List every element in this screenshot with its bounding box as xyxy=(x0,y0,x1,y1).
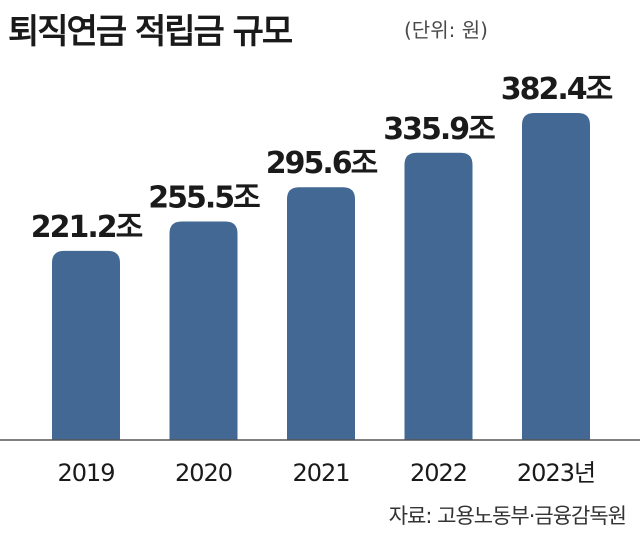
bar-2023년 xyxy=(522,113,590,440)
bar-2020 xyxy=(169,221,238,440)
source-note: 자료: 고용노동부·금융감독원 xyxy=(388,504,627,528)
category-label: 2023년 xyxy=(517,459,595,487)
category-label: 2020 xyxy=(175,459,232,487)
value-label: 255.5조 xyxy=(148,181,260,216)
unit-note: (단위: 원) xyxy=(404,18,488,42)
value-label: 295.6조 xyxy=(266,146,378,181)
chart-title: 퇴직연금 적립금 규모 xyxy=(8,12,293,52)
value-label: 382.4조 xyxy=(501,72,613,107)
bar-2019 xyxy=(52,250,120,440)
value-label: 221.2조 xyxy=(31,210,143,245)
value-label: 335.9조 xyxy=(383,112,495,147)
category-label: 2019 xyxy=(57,459,114,487)
bar-2022 xyxy=(404,152,473,440)
bar-2021 xyxy=(287,187,355,440)
category-label: 2022 xyxy=(410,459,467,487)
category-label: 2021 xyxy=(292,459,349,487)
